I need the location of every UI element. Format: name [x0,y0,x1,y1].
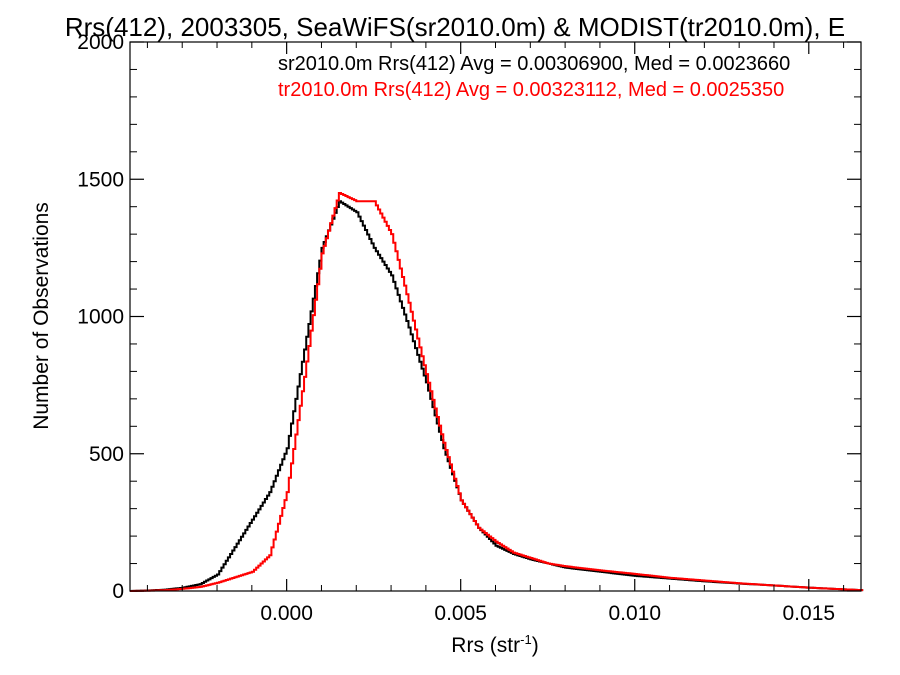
annotation-red: tr2010.0m Rrs(412) Avg = 0.00323112, Med… [278,79,784,101]
x-axis-label: Rrs (str-1) [451,632,538,657]
series-layer [130,191,864,592]
chart-title: Rrs(412), 2003305, SeaWiFS(sr2010.0m) & … [65,12,845,42]
x-axis-label-main: Rrs (str [451,634,520,657]
x-tick-label: 0.010 [608,602,661,625]
x-tick-label: 0.015 [783,602,836,625]
x-tick-label: 0.005 [434,602,487,625]
y-axis-label: Number of Observations [30,202,53,430]
annotation-black: sr2010.0m Rrs(412) Avg = 0.00306900, Med… [278,53,790,75]
y-tick-label: 1500 [77,168,124,191]
series-line-1 [130,191,864,592]
x-axis-label-superscript: -1 [520,632,532,647]
y-tick-label: 2000 [77,31,124,54]
y-tick-label: 500 [89,443,124,466]
y-tick-label: 0 [112,580,124,603]
ticks-layer: 0.000 0.005 0.010 0.015 0 500 1000 1500 2000 [77,31,861,625]
y-tick-label: 1000 [77,306,124,329]
x-axis-label-suffix: ) [532,634,539,657]
x-tick-label: 0.000 [260,602,313,625]
